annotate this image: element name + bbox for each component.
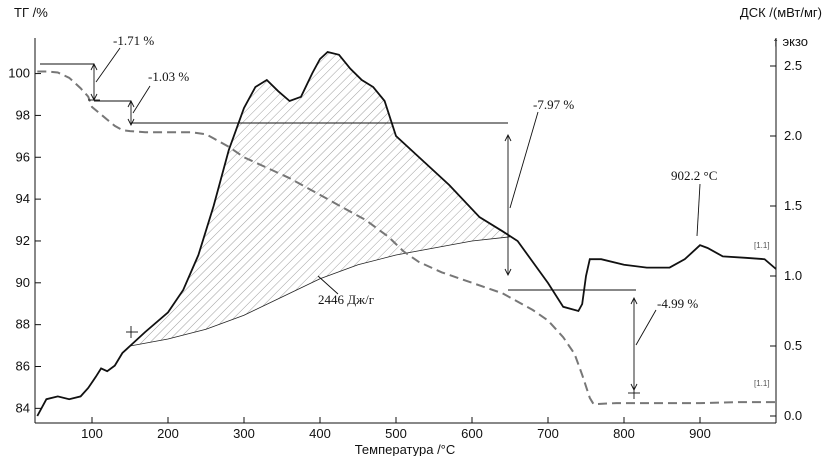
x-tick-label-8: 900 xyxy=(689,426,711,441)
a2-leader xyxy=(132,85,151,114)
series-baseline-line xyxy=(129,236,511,347)
y-left-axis-ticks: 84 86 88 90 92 94 96 98 100 xyxy=(8,66,41,415)
y-right-axis-ticks: 0.0 0.5 1.0 1.5 2.0 2.5 xyxy=(770,58,802,423)
y-left-tick-label-4: 92 xyxy=(16,233,30,248)
a4-leader xyxy=(635,309,657,346)
x-tick-label-0: 100 xyxy=(81,426,103,441)
y-left-tick-label-6: 96 xyxy=(16,149,30,164)
annotation-lines xyxy=(40,47,701,399)
x-tick-label-7: 800 xyxy=(613,426,635,441)
y-left-tick-label-3: 90 xyxy=(16,275,30,290)
annotation-a5: 902.2 °C xyxy=(671,168,717,183)
a4-arrow-up xyxy=(630,296,638,305)
exo-direction-label: ↑ экзо xyxy=(772,34,808,49)
x-tick-label-1: 200 xyxy=(157,426,179,441)
y-right-tick-label-3: 1.5 xyxy=(784,198,802,213)
x-tick-label-2: 300 xyxy=(233,426,255,441)
y-right-tick-label-5: 2.5 xyxy=(784,58,802,73)
y-left-tick-label-2: 88 xyxy=(16,317,30,332)
y-left-title: ТГ /% xyxy=(14,5,48,20)
x-axis-title: Температура /°C xyxy=(355,442,456,456)
x-axis-ticks: 100 200 300 400 500 600 700 800 900 xyxy=(81,417,711,441)
y-right-tick-label-4: 2.0 xyxy=(784,128,802,143)
x-tick-label-4: 500 xyxy=(385,426,407,441)
y-right-tick-label-0: 0.0 xyxy=(784,408,802,423)
x-tick-label-5: 600 xyxy=(461,426,483,441)
y-left-tick-label-8: 100 xyxy=(8,66,30,81)
y-right-tick-label-2: 1.0 xyxy=(784,268,802,283)
y-left-tick-label-5: 94 xyxy=(16,191,30,206)
y-left-tick-label-1: 86 xyxy=(16,359,30,374)
a3-arrow-up xyxy=(504,133,512,142)
a2-arrow-up xyxy=(127,99,135,108)
a5-leader xyxy=(696,183,701,237)
a3-arrow-down xyxy=(504,268,512,277)
y-left-tick-label-0: 84 xyxy=(16,400,30,415)
y-right-tick-label-1: 0.5 xyxy=(784,338,802,353)
a3-leader xyxy=(509,111,539,209)
a2-arrow-down xyxy=(127,118,135,127)
y-left-tick-label-7: 98 xyxy=(16,107,30,122)
x-tick-label-3: 400 xyxy=(309,426,331,441)
a1-leader xyxy=(95,47,121,83)
annotation-a1: -1.71 % xyxy=(113,33,154,48)
annotation-a3: -7.97 % xyxy=(533,97,574,112)
x-tick-label-6: 700 xyxy=(537,426,559,441)
enthalpy-hatched-area xyxy=(130,52,510,346)
annotation-a4: -4.99 % xyxy=(657,296,698,311)
series-tg-line xyxy=(37,70,776,406)
series-tg-tag: [1.1] xyxy=(754,379,770,388)
annotation-a2: -1.03 % xyxy=(148,69,189,84)
a1-arrow-up xyxy=(90,62,98,71)
series-dsc-tag: [1.1] xyxy=(754,241,770,250)
y-right-title: ДСК /(мВт/мг) xyxy=(740,5,822,20)
annotation-a6: 2446 Дж/г xyxy=(318,292,374,307)
a6-leader xyxy=(317,275,339,295)
series-dsc-line xyxy=(36,51,777,417)
